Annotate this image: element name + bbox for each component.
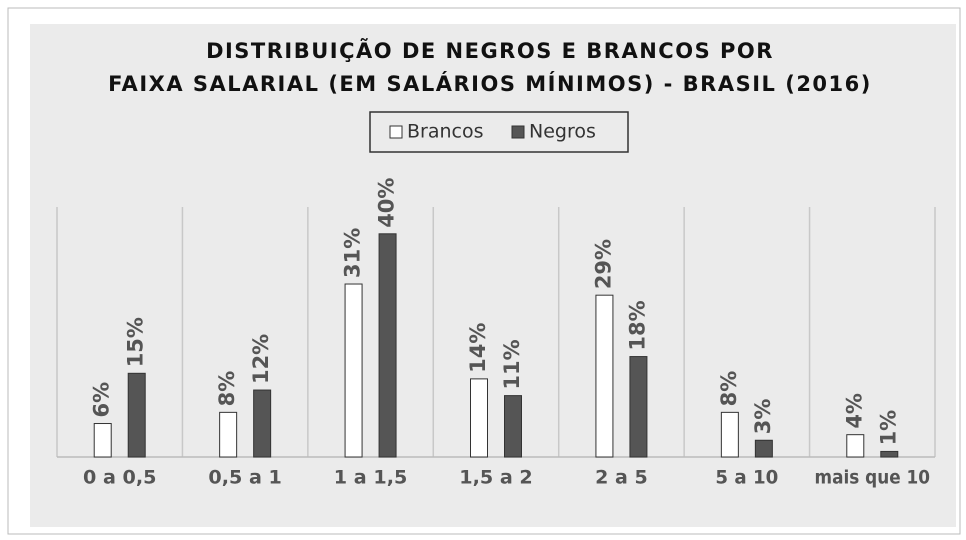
bar: [93, 423, 112, 458]
bar: [504, 395, 522, 458]
value-label: 3%: [751, 399, 775, 435]
x-tick-label: 2 a 5: [595, 467, 648, 489]
legend-swatch: [389, 125, 403, 139]
bar: [846, 434, 865, 458]
bar: [219, 411, 238, 458]
value-label: 11%: [500, 339, 524, 389]
bar: [720, 411, 739, 458]
legend-label: Brancos: [407, 121, 484, 143]
value-label: 18%: [625, 300, 649, 350]
bar: [127, 372, 146, 458]
legend: [369, 111, 629, 153]
chart-title: FAIXA SALARIAL (EM SALÁRIOS MÍNIMOS) - B…: [108, 71, 872, 96]
value-label: 4%: [842, 393, 866, 429]
legend-label: Negros: [529, 121, 596, 143]
bar: [595, 294, 614, 458]
value-label: 40%: [375, 178, 399, 228]
value-label: 29%: [591, 239, 615, 289]
value-label: 31%: [341, 228, 365, 278]
value-label: 6%: [90, 382, 114, 418]
bar: [880, 450, 899, 458]
panel: [30, 24, 956, 527]
x-tick-label: 1,5 a 2: [459, 467, 533, 489]
x-tick-label: mais que 10: [815, 467, 931, 489]
value-label: 15%: [124, 317, 148, 367]
bar: [629, 356, 648, 458]
bar: [378, 233, 397, 458]
x-tick-label: 0 a 0,5: [83, 467, 157, 489]
chart-title: DISTRIBUIÇÃO DE NEGROS E BRANCOS POR: [206, 38, 774, 63]
legend-swatch: [511, 125, 525, 139]
x-tick-label: 1 a 1,5: [334, 467, 408, 489]
value-label: 14%: [466, 323, 490, 373]
bar: [253, 389, 272, 458]
value-label: 8%: [717, 371, 741, 407]
x-tick-label: 5 a 10: [715, 467, 778, 489]
x-tick-label: 0,5 a 1: [208, 467, 282, 489]
bar: [344, 283, 363, 458]
value-label: 1%: [876, 410, 900, 446]
value-label: 8%: [215, 371, 239, 407]
bar: [470, 378, 488, 458]
value-label: 12%: [249, 334, 273, 384]
bar: [754, 439, 773, 458]
